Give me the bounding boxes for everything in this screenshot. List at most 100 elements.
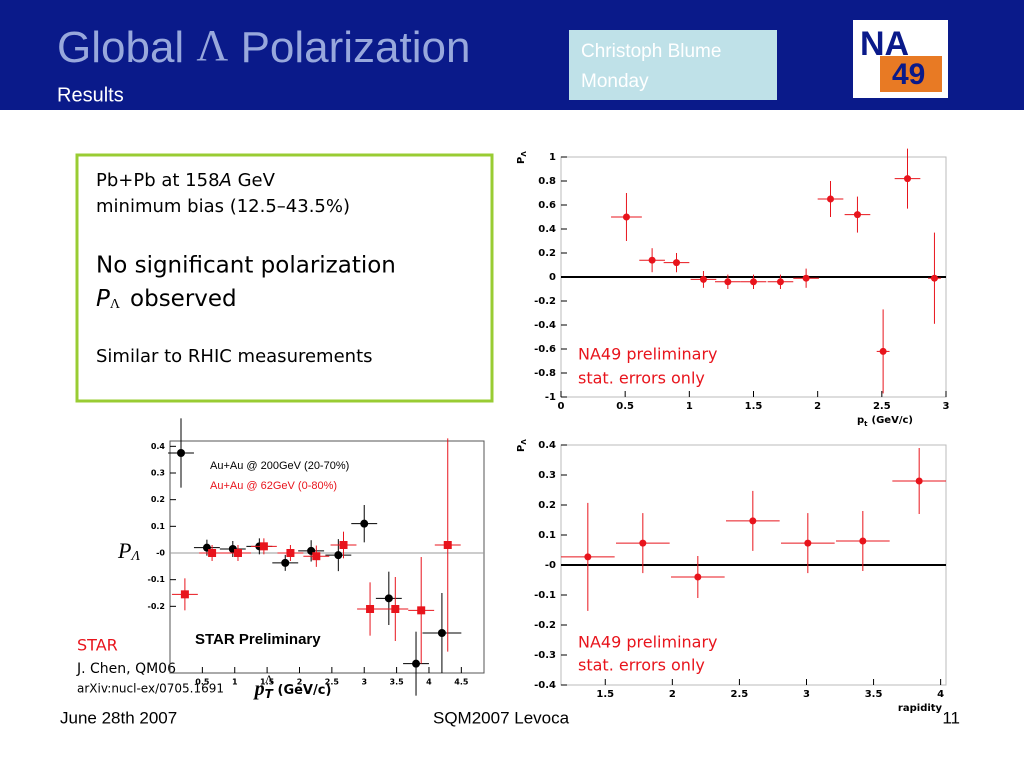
point [177,449,186,457]
y-axis-label: PΛ [516,151,528,164]
x-tick-label: 2.5 [731,689,749,700]
y-axis-label: PΛ [117,538,140,564]
x-axis-label-sub: t [864,420,868,428]
point [749,517,757,525]
point [312,552,321,561]
logo-accent [880,56,942,92]
point [384,594,393,603]
y-axis-label-sub: Λ [520,439,528,445]
footer-date: June 28th 2007 [60,708,177,727]
x-axis-label-sup: Λ [265,672,274,686]
point [930,274,938,282]
y-axis-label: PΛ [516,439,528,452]
x-tick-label: 0.5 [616,401,634,412]
point [904,175,911,183]
x-tick-label: 4.5 [454,678,469,687]
day: Monday [581,71,649,92]
point [639,539,647,547]
x-tick-label: 0.5 [195,678,210,687]
y-axis-label-sub: Λ [520,151,528,157]
y-tick-label: 0.3 [538,470,556,481]
point [673,259,680,267]
summary-text: Pb+Pb at 158A GeV [96,170,276,191]
point [334,551,343,560]
summary-text: minimum bias (12.5–43.5%) [96,196,350,217]
point [694,573,702,581]
summary-text: PΛ observed [96,286,237,313]
x-tick-label: 1.5 [745,401,763,412]
y-tick-label: -0.6 [534,344,556,355]
x-tick-label: 2 [669,689,676,700]
x-tick-label: 3 [361,678,367,687]
y-tick-label: 0.2 [538,248,556,259]
point [776,278,784,286]
x-axis-label-unit: (GeV/c) [278,683,332,698]
point [259,542,268,551]
x-tick-label: 1.5 [596,689,614,700]
x-axis-label-main: rapidity [898,703,943,714]
point [804,539,812,547]
y-tick-label: -0.3 [534,650,556,661]
point [417,606,426,615]
y-tick-label: 0.4 [538,224,556,235]
x-tick-label: 3 [943,401,950,412]
x-tick-label: 3 [803,689,810,700]
legend-entry: Au+Au @ 200GeV (20-70%) [210,460,349,472]
x-axis-label: pTΛ (GeV/c) [253,672,332,701]
y-tick-label: 0.2 [538,500,556,511]
y-axis-label-main: P [516,157,527,164]
y-tick-label: 0.4 [151,442,166,451]
point [853,211,861,219]
point [802,274,810,282]
point [827,195,834,203]
point [879,347,887,355]
point [443,541,452,549]
x-axis-label-main: p [857,415,864,426]
x-tick-label: 2.5 [325,678,340,687]
annotation: NA49 preliminary [578,345,718,364]
author-box [569,30,777,100]
point [286,549,295,557]
x-tick-label: 3.5 [390,678,405,687]
point [339,541,348,549]
y-tick-label: -0.2 [534,620,556,631]
x-tick-label: 4 [937,689,944,700]
y-tick-label: 0.3 [151,469,165,478]
x-tick-label: 3.5 [865,689,883,700]
point [699,275,707,283]
point [915,477,923,485]
y-tick-label: 0.1 [151,522,166,531]
annotation: stat. errors only [578,656,705,675]
x-axis-label-unit: (GeV/c) [872,415,913,426]
x-tick-label: 2.5 [873,401,891,412]
y-tick-label: -0.1 [148,575,166,584]
footer-conference: SQM2007 Levoca [433,708,570,727]
y-tick-label: -0.2 [148,602,166,611]
y-tick-label: 0.8 [538,176,556,187]
summary-text: No significant polarization [96,253,396,279]
point [208,549,217,557]
y-tick-label: -0 [156,549,165,558]
point [437,629,446,637]
point [584,553,592,561]
y-tick-label: 0.2 [151,495,165,504]
x-axis-label: rapidity [898,703,943,714]
annotation: NA49 preliminary [578,633,718,652]
summary-box [75,153,494,403]
point [648,256,656,264]
y-tick-label: -0.2 [534,296,556,307]
y-axis-label-main: P [117,538,131,563]
point [233,549,242,557]
y-tick-label: -1 [545,392,556,403]
y-tick-label: -0.4 [534,320,556,331]
y-tick-label: 1 [549,152,556,163]
y-axis-label-main: P [516,445,527,452]
point [281,558,290,567]
point [366,605,375,613]
author: Christoph Blume [581,41,721,62]
point [724,278,732,286]
x-tick-label: 2 [297,678,303,687]
point [360,519,369,528]
